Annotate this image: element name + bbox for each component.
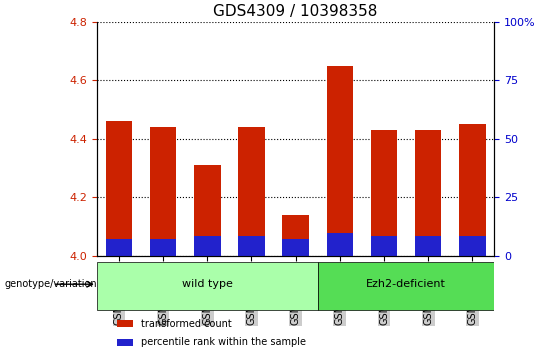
Bar	[106, 239, 132, 256]
Bar	[150, 239, 177, 256]
Bar	[282, 239, 309, 256]
Bar	[371, 235, 397, 256]
Text: transformed count: transformed count	[140, 319, 231, 329]
Bar	[117, 320, 133, 327]
Text: genotype/variation: genotype/variation	[4, 279, 97, 289]
Bar	[117, 338, 133, 346]
Text: wild type: wild type	[182, 279, 233, 289]
Bar	[415, 235, 442, 256]
Bar	[371, 130, 397, 256]
Title: GDS4309 / 10398358: GDS4309 / 10398358	[213, 4, 378, 19]
Bar	[150, 127, 177, 256]
FancyBboxPatch shape	[97, 262, 318, 309]
Bar	[106, 121, 132, 256]
Text: percentile rank within the sample: percentile rank within the sample	[140, 337, 306, 347]
Bar	[415, 130, 442, 256]
Bar	[327, 233, 353, 256]
Bar	[282, 215, 309, 256]
Bar	[459, 235, 485, 256]
Bar	[238, 127, 265, 256]
Bar	[194, 165, 220, 256]
Text: Ezh2-deficient: Ezh2-deficient	[366, 279, 446, 289]
Bar	[459, 124, 485, 256]
Bar	[194, 235, 220, 256]
Bar	[327, 65, 353, 256]
FancyBboxPatch shape	[318, 262, 495, 309]
Bar	[238, 235, 265, 256]
